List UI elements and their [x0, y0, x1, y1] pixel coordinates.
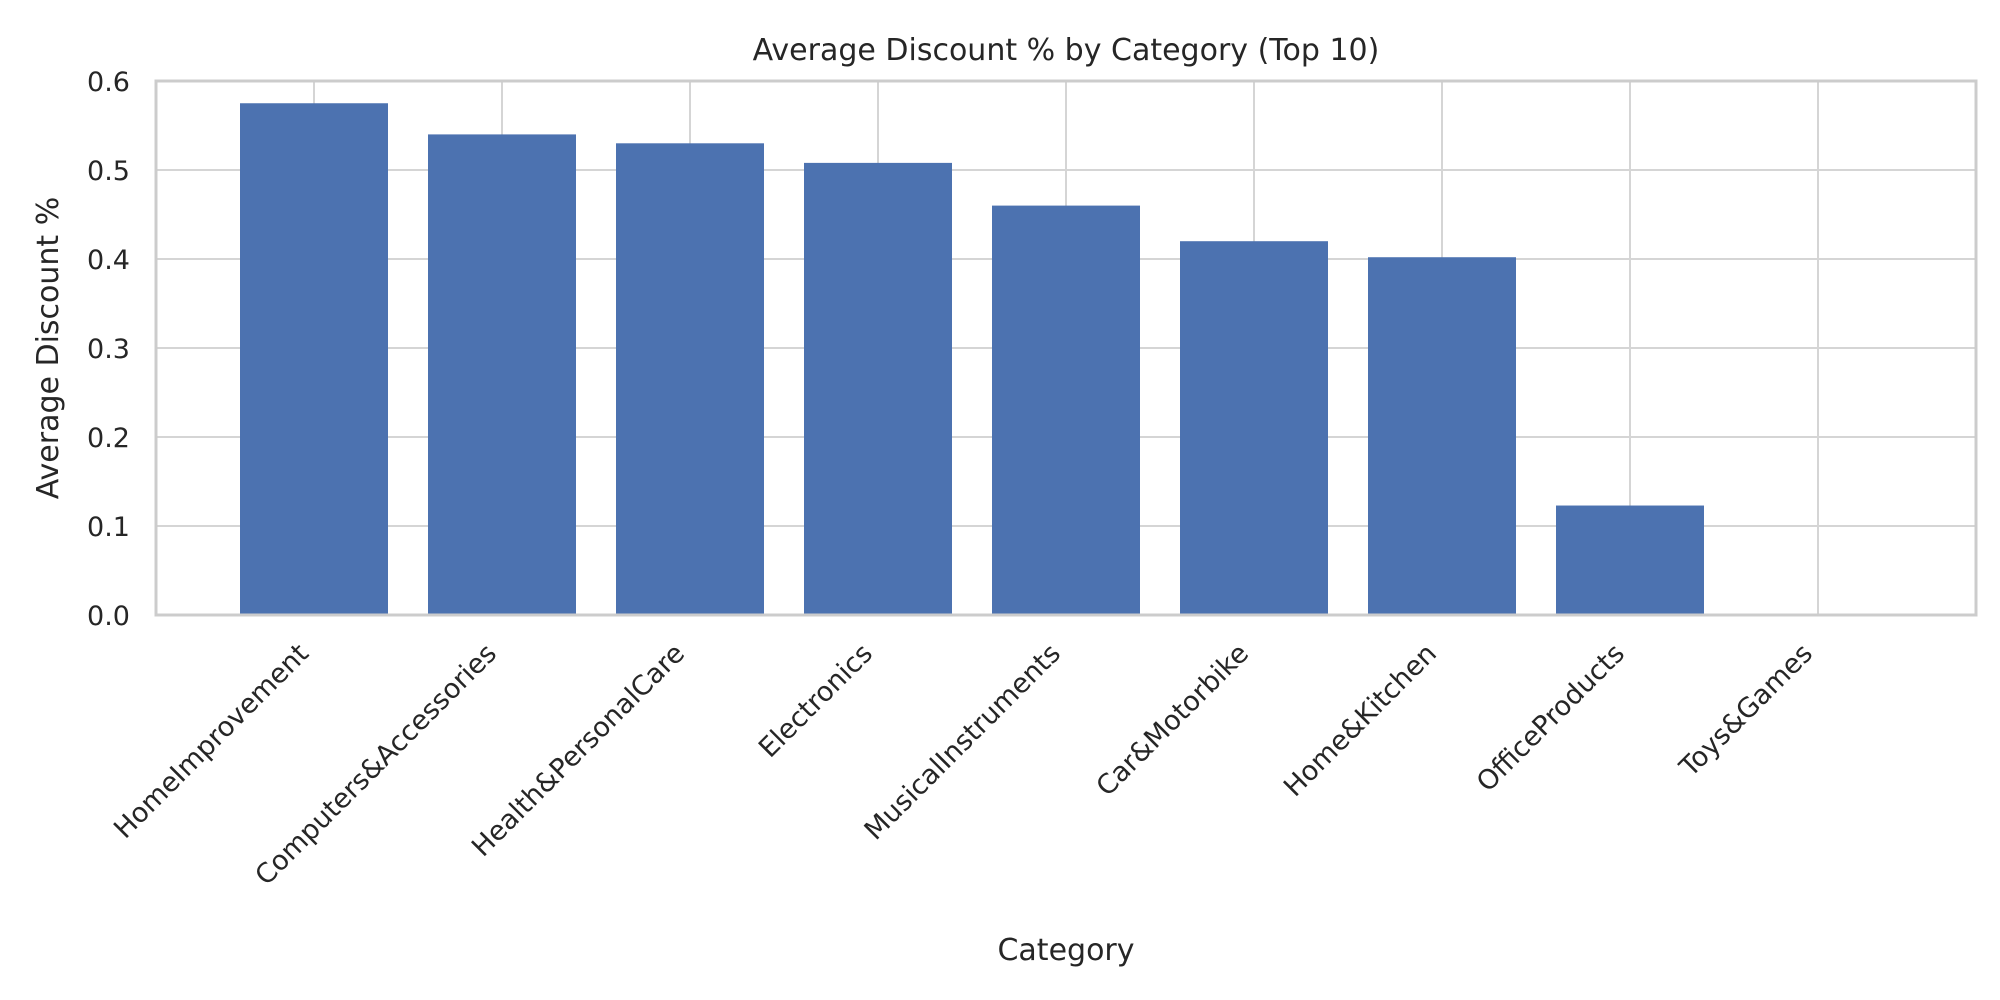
y-tick-label: 0.1 [87, 512, 130, 543]
x-tick-label: MusicalInstruments [859, 638, 1067, 846]
y-tick-label: 0.0 [87, 601, 130, 632]
x-tick-label: Toys&Games [1673, 638, 1819, 784]
x-tick-labels: HomeImprovementComputers&AccessoriesHeal… [108, 638, 1819, 892]
bar [240, 103, 388, 615]
x-axis-label: Category [997, 933, 1134, 968]
y-tick-label: 0.4 [87, 245, 130, 276]
y-tick-label: 0.2 [87, 423, 130, 454]
y-tick-labels: 0.0 0.1 0.2 0.3 0.4 0.5 0.6 [87, 67, 130, 632]
y-tick-label: 0.3 [87, 334, 130, 365]
y-axis-label: Average Discount % [31, 197, 66, 499]
chart-title: Average Discount % by Category (Top 10) [753, 33, 1380, 68]
x-tick-label: Electronics [753, 638, 879, 764]
bar [1368, 257, 1516, 615]
bar [428, 134, 576, 615]
y-tick-label: 0.6 [87, 67, 130, 98]
bar [616, 143, 764, 616]
bar [804, 162, 952, 615]
bar [1556, 505, 1704, 615]
y-tick-label: 0.5 [87, 156, 130, 187]
x-tick-label: HomeImprovement [108, 638, 315, 845]
x-tick-label: Car&Motorbike [1091, 638, 1255, 802]
x-tick-label: Health&PersonalCare [466, 638, 691, 863]
bar [1180, 241, 1328, 615]
bars [240, 103, 1704, 616]
x-tick-label: Home&Kitchen [1278, 638, 1443, 803]
plot-frame [154, 79, 1978, 617]
bar [992, 205, 1140, 615]
x-tick-label: OfficeProducts [1471, 638, 1631, 798]
